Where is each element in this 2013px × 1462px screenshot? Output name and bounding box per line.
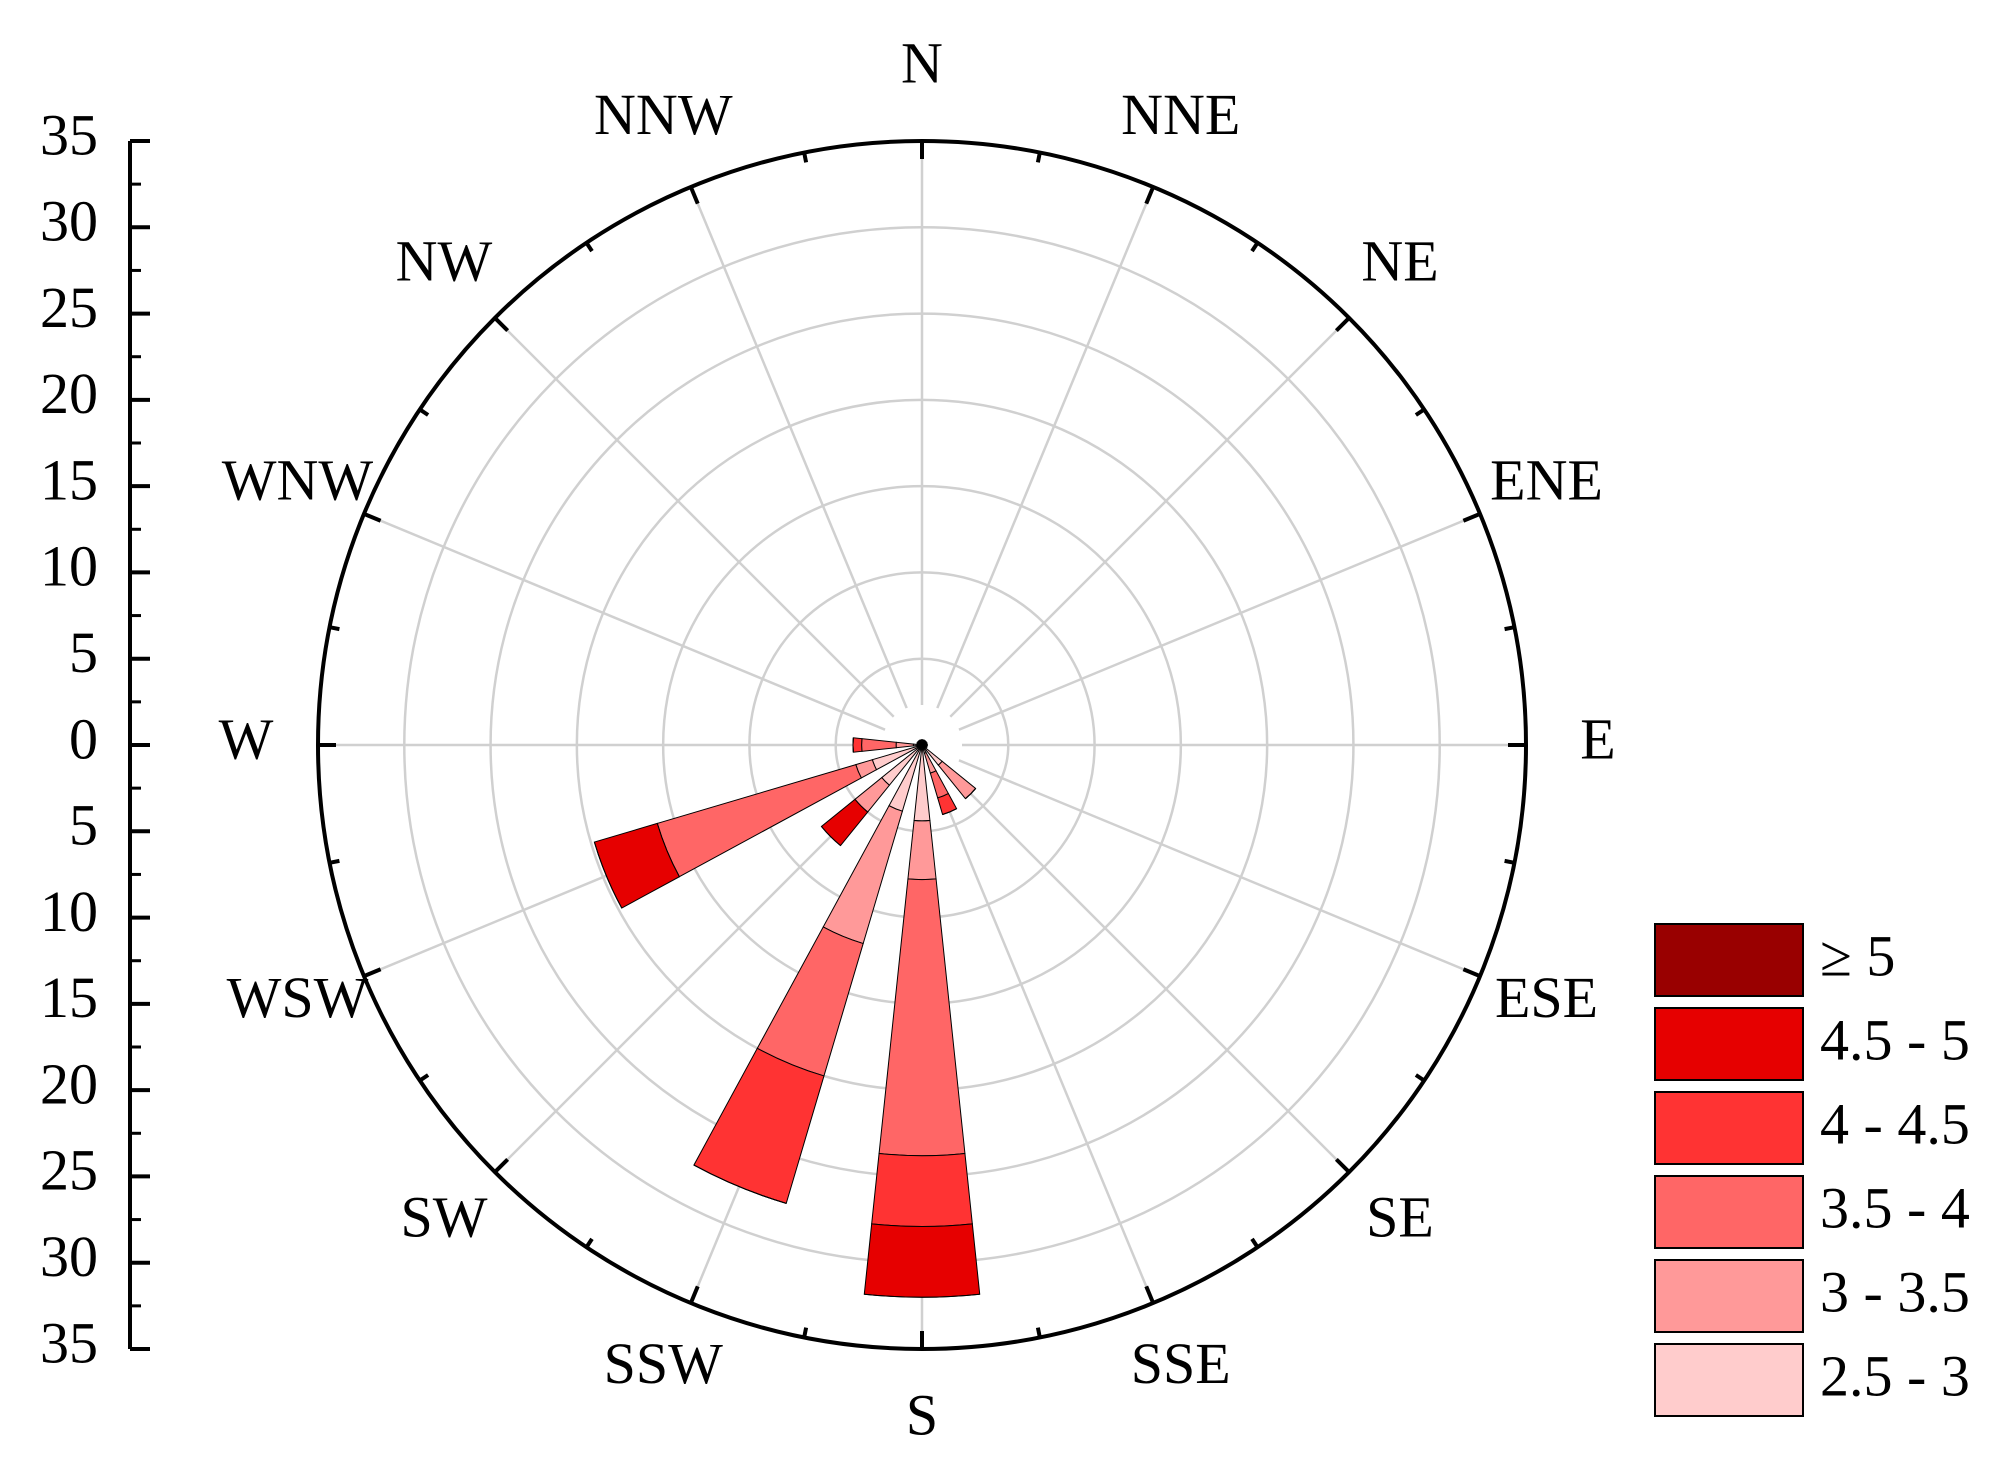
bar-segment bbox=[756, 926, 864, 1077]
angle-tick bbox=[418, 1073, 430, 1083]
angle-tick bbox=[363, 512, 382, 523]
direction-label: WNW bbox=[222, 448, 374, 513]
angle-tick bbox=[689, 1285, 700, 1304]
angle-tick bbox=[1334, 1157, 1351, 1174]
axis-tick-label: 35 bbox=[40, 1310, 98, 1375]
angle-tick bbox=[1462, 967, 1481, 978]
axis-tick-label: 5 bbox=[69, 620, 98, 685]
axis-tick-label: 30 bbox=[40, 1224, 98, 1289]
angle-tick bbox=[1414, 407, 1426, 417]
spoke bbox=[936, 186, 1155, 709]
angle-tick bbox=[689, 186, 700, 205]
legend-swatch bbox=[1654, 1091, 1804, 1165]
axis-tick-label: 15 bbox=[40, 965, 98, 1030]
angle-tick bbox=[493, 316, 510, 333]
spoke bbox=[949, 317, 1350, 718]
axis-tick-label: 25 bbox=[40, 1138, 98, 1203]
bar-segment bbox=[861, 738, 897, 752]
angle-tick bbox=[1504, 625, 1515, 632]
bar-segment bbox=[895, 741, 914, 749]
axis-tick-label: 10 bbox=[40, 879, 98, 944]
direction-label: NNE bbox=[1121, 82, 1240, 147]
angle-tick bbox=[329, 858, 340, 865]
bar-segment bbox=[917, 740, 920, 743]
legend-swatch bbox=[1654, 1007, 1804, 1081]
bar-segment bbox=[852, 737, 863, 753]
angle-tick bbox=[1035, 152, 1042, 163]
spoke bbox=[958, 759, 1481, 978]
legend-swatch bbox=[1654, 1259, 1804, 1333]
bar-segment bbox=[937, 792, 958, 816]
angle-tick bbox=[584, 1237, 594, 1249]
direction-label: N bbox=[901, 30, 943, 95]
bar-segment bbox=[924, 740, 927, 743]
axis-tick-label: 30 bbox=[40, 189, 98, 254]
legend-label: 2.5 - 3 bbox=[1820, 1343, 1970, 1408]
angle-tick bbox=[1250, 1237, 1260, 1249]
direction-label: NNW bbox=[594, 82, 733, 147]
angle-tick bbox=[802, 1327, 809, 1338]
direction-label: S bbox=[906, 1382, 938, 1447]
angle-tick bbox=[802, 152, 809, 163]
legend-label: ≥ 5 bbox=[1820, 923, 1895, 988]
legend-swatch bbox=[1654, 1343, 1804, 1417]
bar-segment bbox=[863, 1223, 981, 1298]
direction-label: W bbox=[219, 706, 274, 771]
spoke bbox=[958, 512, 1481, 731]
axis-tick-label: 10 bbox=[40, 534, 98, 599]
direction-label: SSW bbox=[604, 1331, 724, 1396]
legend-label: 4 - 4.5 bbox=[1820, 1091, 1970, 1156]
direction-label: NW bbox=[396, 228, 493, 293]
angle-tick bbox=[584, 241, 594, 253]
spoke bbox=[689, 186, 908, 709]
direction-label: WSW bbox=[227, 965, 369, 1030]
axis-tick-label: 20 bbox=[40, 361, 98, 426]
angle-tick bbox=[493, 1157, 510, 1174]
angle-tick bbox=[1414, 1073, 1426, 1083]
angle-tick bbox=[1035, 1327, 1042, 1338]
angle-tick bbox=[329, 625, 340, 632]
axis-tick-label: 0 bbox=[69, 706, 98, 771]
spoke bbox=[363, 512, 886, 731]
axis-tick-label: 15 bbox=[40, 447, 98, 512]
direction-label: E bbox=[1580, 706, 1615, 771]
spoke bbox=[949, 772, 1350, 1173]
bar-segment bbox=[871, 1152, 973, 1227]
angle-tick bbox=[1334, 316, 1351, 333]
axis-tick-label: 25 bbox=[40, 275, 98, 340]
angle-tick bbox=[363, 967, 382, 978]
angle-tick bbox=[1144, 1285, 1155, 1304]
angle-tick bbox=[1250, 241, 1260, 253]
bar-segment bbox=[907, 819, 937, 881]
legend-label: 4.5 - 5 bbox=[1820, 1007, 1970, 1072]
bar-segment bbox=[878, 878, 966, 1157]
bar-segment bbox=[965, 788, 977, 800]
legend-label: 3 - 3.5 bbox=[1820, 1259, 1970, 1324]
direction-label: SW bbox=[400, 1184, 487, 1249]
bar-segment bbox=[593, 841, 623, 909]
angle-tick bbox=[1144, 186, 1155, 205]
direction-label: ENE bbox=[1490, 448, 1603, 513]
legend-swatch bbox=[1654, 1175, 1804, 1249]
angle-tick bbox=[418, 407, 430, 417]
bar-segment bbox=[693, 1047, 825, 1204]
spoke bbox=[494, 772, 895, 1173]
angle-tick bbox=[1462, 512, 1481, 523]
axis-tick-label: 35 bbox=[40, 102, 98, 167]
legend-swatch bbox=[1654, 923, 1804, 997]
spoke bbox=[936, 781, 1155, 1304]
axis-tick-label: 5 bbox=[69, 793, 98, 858]
direction-label: SSE bbox=[1131, 1331, 1231, 1396]
spoke bbox=[494, 317, 895, 718]
axis-tick-label: 20 bbox=[40, 1051, 98, 1116]
angle-tick bbox=[1504, 858, 1515, 865]
direction-label: SE bbox=[1366, 1184, 1434, 1249]
direction-label: NE bbox=[1361, 228, 1438, 293]
direction-label: ESE bbox=[1495, 965, 1598, 1030]
legend-label: 3.5 - 4 bbox=[1820, 1175, 1970, 1240]
